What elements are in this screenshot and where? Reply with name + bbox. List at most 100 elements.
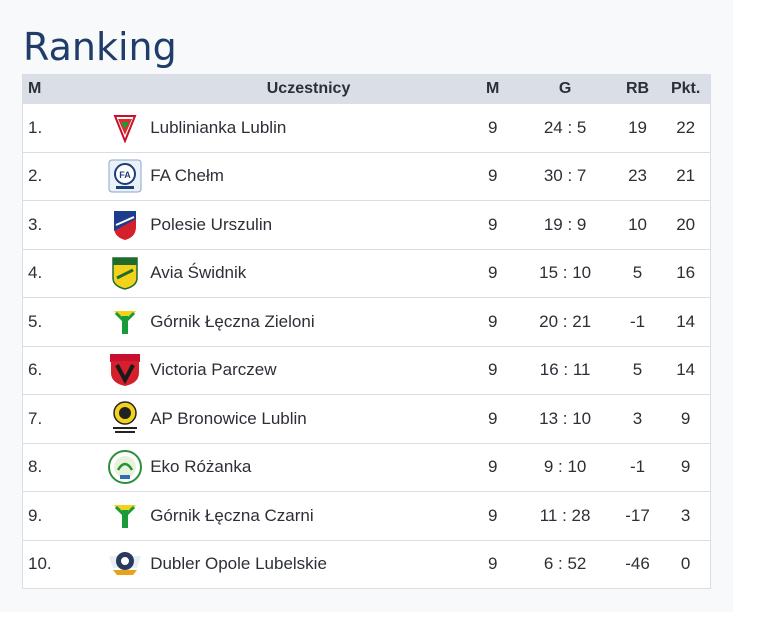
goals-cell: 15 : 10 xyxy=(516,248,614,298)
goals-cell: 11 : 28 xyxy=(516,491,614,540)
position-cell: 6. xyxy=(22,345,103,395)
team-name-link[interactable]: AP Bronowice Lublin xyxy=(148,394,469,443)
goal-diff-cell: 3 xyxy=(613,394,662,443)
matches-cell: 9 xyxy=(468,491,517,540)
team-name-link[interactable]: Górnik Łęczna Czarni xyxy=(148,491,469,540)
goal-diff-cell: 5 xyxy=(613,345,662,395)
team-name-link[interactable]: Lublinianka Lublin xyxy=(148,103,469,152)
position-cell: 5. xyxy=(22,297,103,346)
position-cell: 8. xyxy=(22,442,103,492)
position-cell: 1. xyxy=(22,103,103,152)
header-logo xyxy=(102,74,149,104)
goals-cell: 19 : 9 xyxy=(516,200,614,249)
header-position[interactable]: M xyxy=(22,74,103,104)
goals-cell: 24 : 5 xyxy=(516,103,614,152)
team-name-link[interactable]: FA Chełm xyxy=(148,151,469,201)
table-row: 6. Victoria Parczew 9 16 : 11 5 14 xyxy=(22,345,711,395)
table-row: 7. AP Bronowice Lublin 9 13 : 10 3 9 xyxy=(22,394,711,443)
victoria-crest-icon xyxy=(102,345,149,395)
header-goals[interactable]: G xyxy=(516,74,614,104)
matches-cell: 9 xyxy=(468,442,517,492)
matches-cell: 9 xyxy=(468,248,517,298)
table-row: 10. Dubler Opole Lubelskie 9 6 : 52 -46 0 xyxy=(22,539,711,589)
table-row: 8. Eko Różanka 9 9 : 10 -1 9 xyxy=(22,442,711,492)
matches-cell: 9 xyxy=(468,103,517,152)
table-row: 9. Górnik Łęczna Czarni 9 11 : 28 -17 3 xyxy=(22,491,711,540)
matches-cell: 9 xyxy=(468,151,517,201)
goals-cell: 6 : 52 xyxy=(516,539,614,589)
team-name-link[interactable]: Dubler Opole Lubelskie xyxy=(148,539,469,589)
header-points[interactable]: Pkt. xyxy=(661,74,711,104)
position-cell: 9. xyxy=(22,491,103,540)
ranking-table: M Uczestnicy M G RB Pkt. 1. Lublinianka L… xyxy=(22,74,711,589)
team-name-link[interactable]: Eko Różanka xyxy=(148,442,469,492)
table-header-row: M Uczestnicy M G RB Pkt. xyxy=(22,74,711,104)
team-name[interactable]: FA Chełm xyxy=(150,166,224,186)
goals-cell: 16 : 11 xyxy=(516,345,614,395)
points-cell: 14 xyxy=(661,345,711,395)
matches-cell: 9 xyxy=(468,539,517,589)
team-name[interactable]: Górnik Łęczna Zieloni xyxy=(150,311,315,331)
goals-cell: 30 : 7 xyxy=(516,151,614,201)
position-cell: 2. xyxy=(22,151,103,201)
table-row: 5. Górnik Łęczna Zieloni 9 20 : 21 -1 14 xyxy=(22,297,711,346)
team-name[interactable]: Dubler Opole Lubelskie xyxy=(150,554,327,574)
goals-cell: 20 : 21 xyxy=(516,297,614,346)
team-name[interactable]: AP Bronowice Lublin xyxy=(150,408,307,428)
team-name-link[interactable]: Górnik Łęczna Zieloni xyxy=(148,297,469,346)
goal-diff-cell: -1 xyxy=(613,442,662,492)
table-row: 1. Lublinianka Lublin 9 24 : 5 19 22 xyxy=(22,103,711,152)
table-row: 3. Polesie Urszulin 9 19 : 9 10 20 xyxy=(22,200,711,249)
team-name-link[interactable]: Polesie Urszulin xyxy=(148,200,469,249)
points-cell: 0 xyxy=(661,539,711,589)
points-cell: 22 xyxy=(661,103,711,152)
fa-chelm-crest-icon: FA xyxy=(102,151,149,201)
team-name[interactable]: Victoria Parczew xyxy=(150,360,277,380)
team-name[interactable]: Górnik Łęczna Czarni xyxy=(150,505,314,525)
matches-cell: 9 xyxy=(468,345,517,395)
goal-diff-cell: 10 xyxy=(613,200,662,249)
points-cell: 9 xyxy=(661,394,711,443)
goal-diff-cell: 5 xyxy=(613,248,662,298)
goals-cell: 13 : 10 xyxy=(516,394,614,443)
points-cell: 14 xyxy=(661,297,711,346)
team-name[interactable]: Eko Różanka xyxy=(150,457,252,477)
goals-cell: 9 : 10 xyxy=(516,442,614,492)
goal-diff-cell: -17 xyxy=(613,491,662,540)
goal-diff-cell: -46 xyxy=(613,539,662,589)
team-name-link[interactable]: Avia Świdnik xyxy=(148,248,469,298)
points-cell: 3 xyxy=(661,491,711,540)
header-team[interactable]: Uczestnicy xyxy=(148,74,469,104)
team-name-link[interactable]: Victoria Parczew xyxy=(148,345,469,395)
table-row: 4. Avia Świdnik 9 15 : 10 5 16 xyxy=(22,248,711,298)
goal-diff-cell: 19 xyxy=(613,103,662,152)
goal-diff-cell: -1 xyxy=(613,297,662,346)
bronowice-crest-icon xyxy=(102,394,149,443)
goal-diff-cell: 23 xyxy=(613,151,662,201)
team-name[interactable]: Polesie Urszulin xyxy=(150,214,273,234)
dubler-crest-icon xyxy=(102,539,149,589)
matches-cell: 9 xyxy=(468,200,517,249)
position-cell: 3. xyxy=(22,200,103,249)
gornik-crest-icon xyxy=(102,297,149,346)
polesie-crest-icon xyxy=(102,200,149,249)
team-name[interactable]: Lublinianka Lublin xyxy=(150,117,287,137)
avia-crest-icon xyxy=(102,248,149,298)
svg-text:FA: FA xyxy=(120,170,132,180)
gornik-crest-icon xyxy=(102,491,149,540)
points-cell: 20 xyxy=(661,200,711,249)
eko-crest-icon xyxy=(102,442,149,492)
position-cell: 10. xyxy=(22,539,103,589)
lublinianka-crest-icon xyxy=(102,103,149,152)
position-cell: 7. xyxy=(22,394,103,443)
header-goal-diff[interactable]: RB xyxy=(613,74,662,104)
position-cell: 4. xyxy=(22,248,103,298)
points-cell: 9 xyxy=(661,442,711,492)
team-name[interactable]: Avia Świdnik xyxy=(150,263,247,283)
header-matches[interactable]: M xyxy=(468,74,517,104)
points-cell: 16 xyxy=(661,248,711,298)
page-title: Ranking xyxy=(23,25,177,69)
matches-cell: 9 xyxy=(468,297,517,346)
points-cell: 21 xyxy=(661,151,711,201)
table-row: 2. FA FA Chełm 9 30 : 7 23 21 xyxy=(22,151,711,201)
